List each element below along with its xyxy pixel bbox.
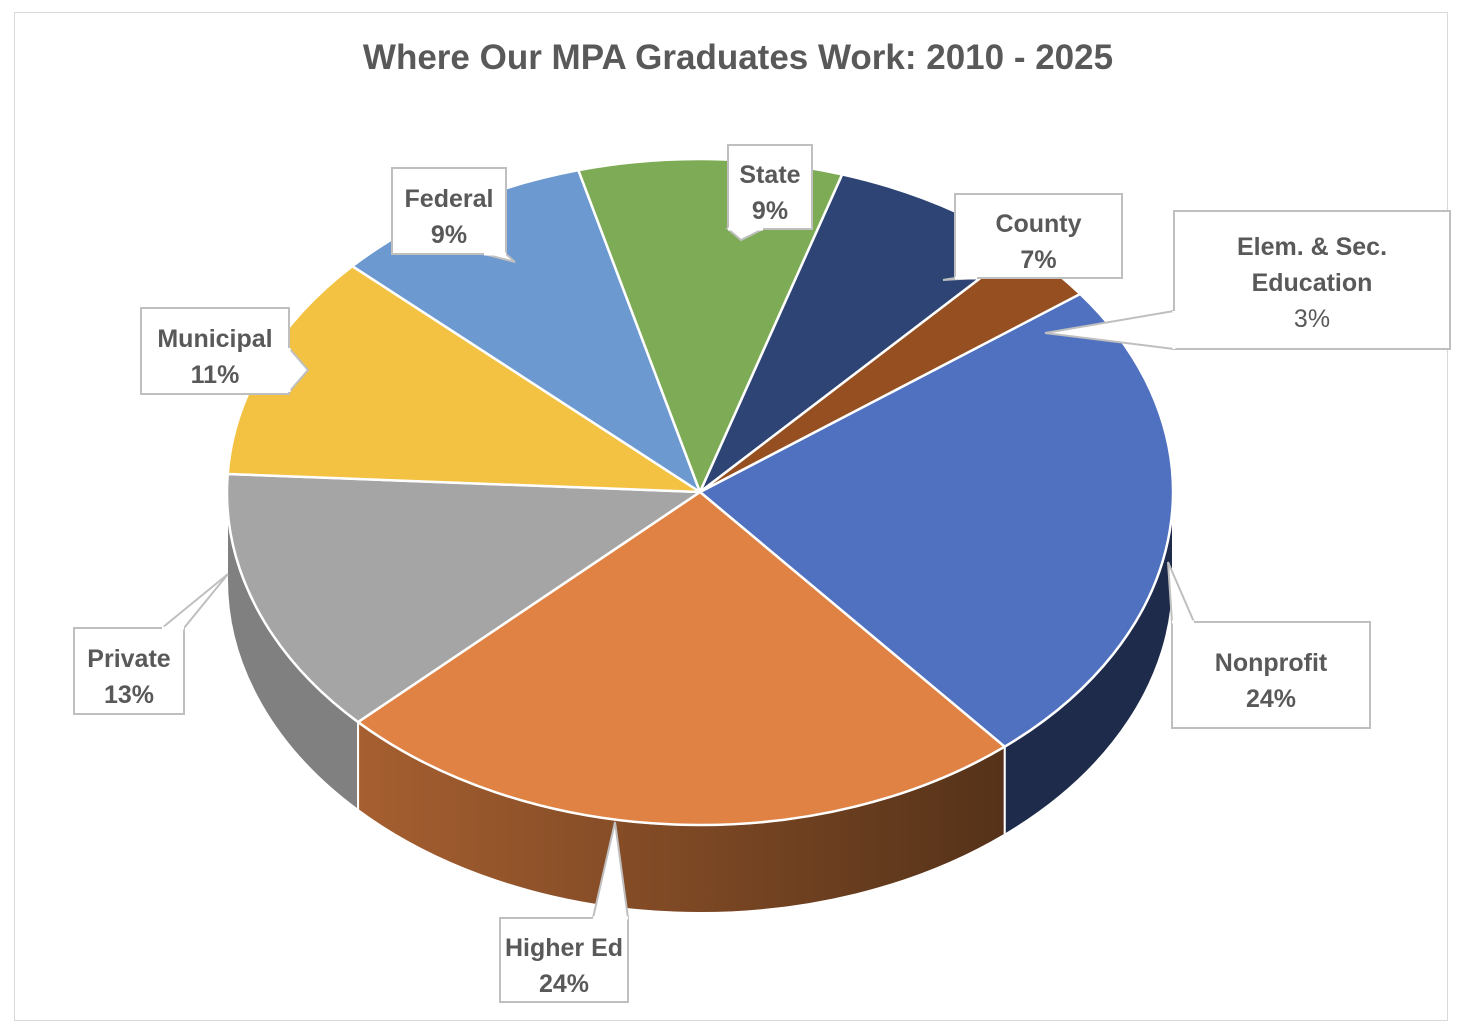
pie-slices — [225, 157, 1175, 827]
data-labels: Nonprofit 24% Higher Ed 24% Private 13% Munici… — [73, 144, 1451, 1003]
label-percent: 24% — [539, 970, 589, 998]
data-label-nonprofit: Nonprofit 24% — [1167, 561, 1371, 729]
data-label-county: County 7% — [942, 193, 1123, 281]
label-category-line2: Education — [1252, 269, 1373, 297]
label-category: Private — [87, 645, 170, 673]
label-percent: 9% — [431, 221, 467, 249]
label-category: Nonprofit — [1215, 649, 1328, 677]
label-category: Elem. & Sec. — [1237, 233, 1387, 261]
label-category: Federal — [405, 185, 494, 213]
slice-state[interactable] — [577, 157, 844, 494]
chart-title: Where Our MPA Graduates Work: 2010 - 202… — [362, 38, 1114, 77]
data-label-elem-sec-: Elem. & Sec. Education 3% — [1044, 210, 1451, 351]
label-percent: 3% — [1294, 305, 1330, 333]
label-percent: 9% — [752, 197, 788, 225]
label-percent: 13% — [104, 681, 154, 709]
label-category: Municipal — [157, 325, 272, 353]
data-label-private: Private 13% — [73, 573, 229, 715]
label-category: State — [739, 161, 800, 189]
data-label-federal: Federal 9% — [391, 167, 516, 263]
data-label-municipal: Municipal 11% — [140, 307, 310, 395]
label-category: Higher Ed — [505, 934, 623, 962]
label-percent: 7% — [1020, 246, 1056, 274]
label-category: County — [995, 210, 1081, 238]
data-label-higher-ed: Higher Ed 24% — [499, 821, 630, 1003]
label-percent: 11% — [191, 361, 240, 389]
label-percent: 24% — [1246, 685, 1296, 713]
slice-private[interactable] — [225, 472, 702, 724]
slice-higher-ed[interactable] — [356, 490, 1006, 827]
data-label-state: State 9% — [725, 144, 813, 242]
slice-nonprofit[interactable] — [698, 292, 1175, 748]
